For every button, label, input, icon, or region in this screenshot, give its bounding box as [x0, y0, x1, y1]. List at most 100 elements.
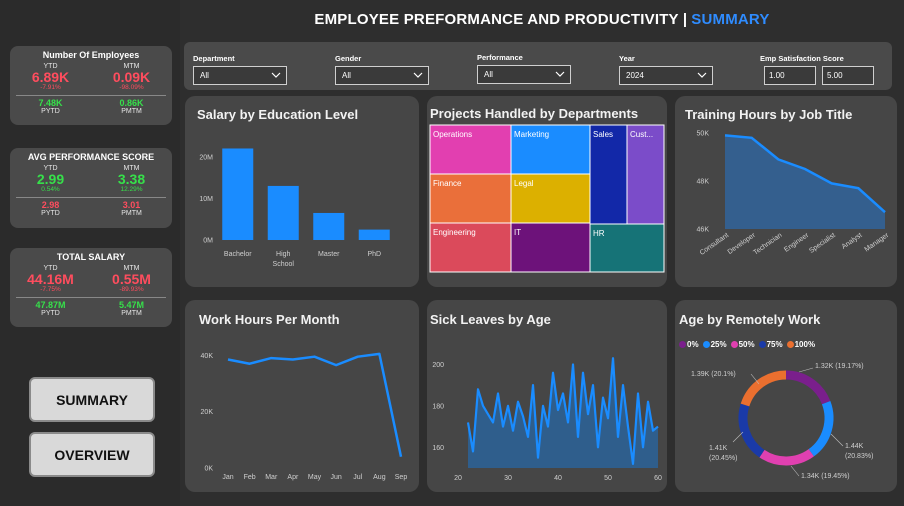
- bar: [313, 212, 345, 240]
- kpi-pytd-label: PYTD: [41, 108, 60, 115]
- treemap-cell: [429, 173, 512, 224]
- chart-title: Age by Remotely Work: [679, 312, 821, 327]
- treemap-cell: [510, 173, 591, 224]
- kpi-title: AVG PERFORMANCE SCORE: [27, 152, 155, 162]
- legend-swatch: [730, 341, 738, 348]
- legend-swatch: [679, 341, 686, 348]
- treemap-label: HR: [593, 229, 605, 238]
- kpi-mtm-value: 3.38: [117, 171, 146, 187]
- y-tick-label: 40K: [201, 353, 214, 360]
- satisfaction-min-input[interactable]: 1.00: [764, 66, 816, 85]
- chevron-down-icon: [413, 72, 423, 78]
- kpi-mtm-pct: 12.29%: [120, 186, 143, 193]
- gender-dropdown-value: All: [342, 71, 351, 80]
- kpi-ytd-value: 2.99: [36, 171, 65, 187]
- legend-swatch: [758, 341, 766, 348]
- page-title-main: EMPLOYEE PREFORMANCE AND PRODUCTIVITY |: [314, 10, 688, 28]
- legend-label: 25%: [710, 340, 727, 349]
- kpi-pmtm-value: 3.01: [122, 200, 141, 210]
- legend-swatch: [702, 341, 710, 348]
- x-tick-label: May: [308, 474, 322, 481]
- x-tick-label: High: [276, 251, 291, 258]
- chart-title: Salary by Education Level: [197, 107, 359, 122]
- treemap-cell: [429, 124, 512, 175]
- kpi-pmtm-label: PMTM: [121, 210, 142, 217]
- legend-swatch: [786, 341, 794, 348]
- legend-item[interactable]: 75%: [758, 340, 783, 349]
- area-fill: [725, 135, 885, 229]
- panel-projects-departments: Projects Handled by Departments Operatio…: [427, 96, 667, 287]
- chevron-down-icon: [271, 72, 281, 78]
- slice-label: 1.39K (20.1%): [691, 371, 736, 378]
- x-tick-label: Master: [318, 251, 340, 258]
- y-tick-label: 0K: [204, 466, 213, 473]
- filter-bar: Department All Gender All Performance Al…: [184, 42, 892, 90]
- kpi-pytd-value: 2.98: [41, 200, 60, 210]
- y-tick-label: 0M: [203, 238, 213, 245]
- chart-sick-leaves: 160 180 200 20 30 40 50 60: [432, 357, 662, 482]
- page-title-accent: SUMMARY: [691, 10, 770, 28]
- chart-salary-education: 0M 10M 20M Bachelor High School Master PhD: [199, 148, 390, 268]
- year-dropdown[interactable]: 2024: [619, 66, 713, 85]
- legend-item[interactable]: 100%: [786, 340, 816, 349]
- series-line: [227, 352, 403, 457]
- x-tick-label: Jul: [353, 474, 362, 481]
- y-tick-label: 180: [432, 403, 444, 410]
- x-tick-label: 30: [504, 475, 512, 482]
- x-tick-label: Manager: [863, 232, 890, 254]
- treemap-label: Cust...: [630, 130, 653, 139]
- gender-filter-label: Gender: [335, 54, 362, 63]
- treemap-cell: [510, 124, 591, 175]
- y-tick-label: 160: [432, 445, 444, 452]
- y-tick-label: 20K: [201, 409, 214, 416]
- legend-item[interactable]: 25%: [702, 340, 727, 349]
- chart-legend: 0% 25% 50% 75% 100%: [679, 340, 815, 349]
- treemap-label: IT: [514, 228, 521, 237]
- kpi-mtm-label: MTM: [123, 165, 140, 172]
- x-tick-label: Analyst: [841, 232, 864, 251]
- chart-title: Sick Leaves by Age: [430, 312, 551, 327]
- x-tick-label: Engineer: [783, 232, 811, 254]
- kpi-ytd-pct: -7.75%: [40, 286, 61, 293]
- treemap-label: Marketing: [514, 130, 549, 139]
- kpi-ytd-pct: -7.91%: [40, 84, 61, 91]
- treemap-label: Engineering: [433, 228, 476, 237]
- kpi-card-employees: Number Of Employees YTD 6.89K -7.91% MTM 0.…: [10, 46, 172, 125]
- satisfaction-max-input[interactable]: 5.00: [822, 66, 874, 85]
- kpi-pmtm-value: 0.86K: [119, 98, 144, 108]
- legend-label: 100%: [794, 340, 816, 349]
- legend-item[interactable]: 50%: [730, 340, 755, 349]
- legend-label: 0%: [687, 340, 699, 349]
- leader-line: [790, 465, 800, 477]
- area-fill: [468, 358, 658, 468]
- slice-label: (20.45%): [709, 455, 737, 462]
- slice-label: 1.44K: [845, 443, 864, 450]
- summary-button[interactable]: SUMMARY: [29, 377, 155, 422]
- kpi-mtm-label: MTM: [123, 265, 140, 272]
- overview-button[interactable]: OVERVIEW: [29, 432, 155, 477]
- performance-dropdown[interactable]: All: [477, 65, 571, 84]
- x-tick-label: Apr: [287, 474, 299, 481]
- department-dropdown[interactable]: All: [193, 66, 287, 85]
- x-tick-label: 50: [604, 475, 612, 482]
- panel-sick-leaves: Sick Leaves by Age 160 180 200 20 30 40 50 60: [427, 300, 667, 492]
- bar: [358, 229, 390, 240]
- legend-label: 50%: [738, 340, 755, 349]
- panel-salary-education: Salary by Education Level 0M 10M 20M Bachel…: [185, 96, 419, 287]
- leader-line: [732, 431, 744, 443]
- chart-remote-donut: 1.32K (19.17%) 1.44K (20.83%) 1.34K (19.45%…: [691, 363, 873, 480]
- gender-dropdown[interactable]: All: [335, 66, 429, 85]
- treemap-label: Operations: [433, 130, 472, 139]
- kpi-mtm-pct: -98.09%: [119, 84, 144, 91]
- leader-line: [798, 367, 814, 373]
- x-tick-label: 60: [654, 475, 662, 482]
- donut-slice: [740, 370, 787, 407]
- treemap-cell: [429, 222, 512, 273]
- treemap-label: Legal: [514, 179, 534, 188]
- x-tick-label: Specialist: [808, 232, 837, 255]
- performance-dropdown-value: All: [484, 70, 493, 79]
- legend-item[interactable]: 0%: [679, 340, 699, 349]
- x-tick-label: Technician: [752, 232, 783, 257]
- kpi-pytd-label: PYTD: [41, 210, 60, 217]
